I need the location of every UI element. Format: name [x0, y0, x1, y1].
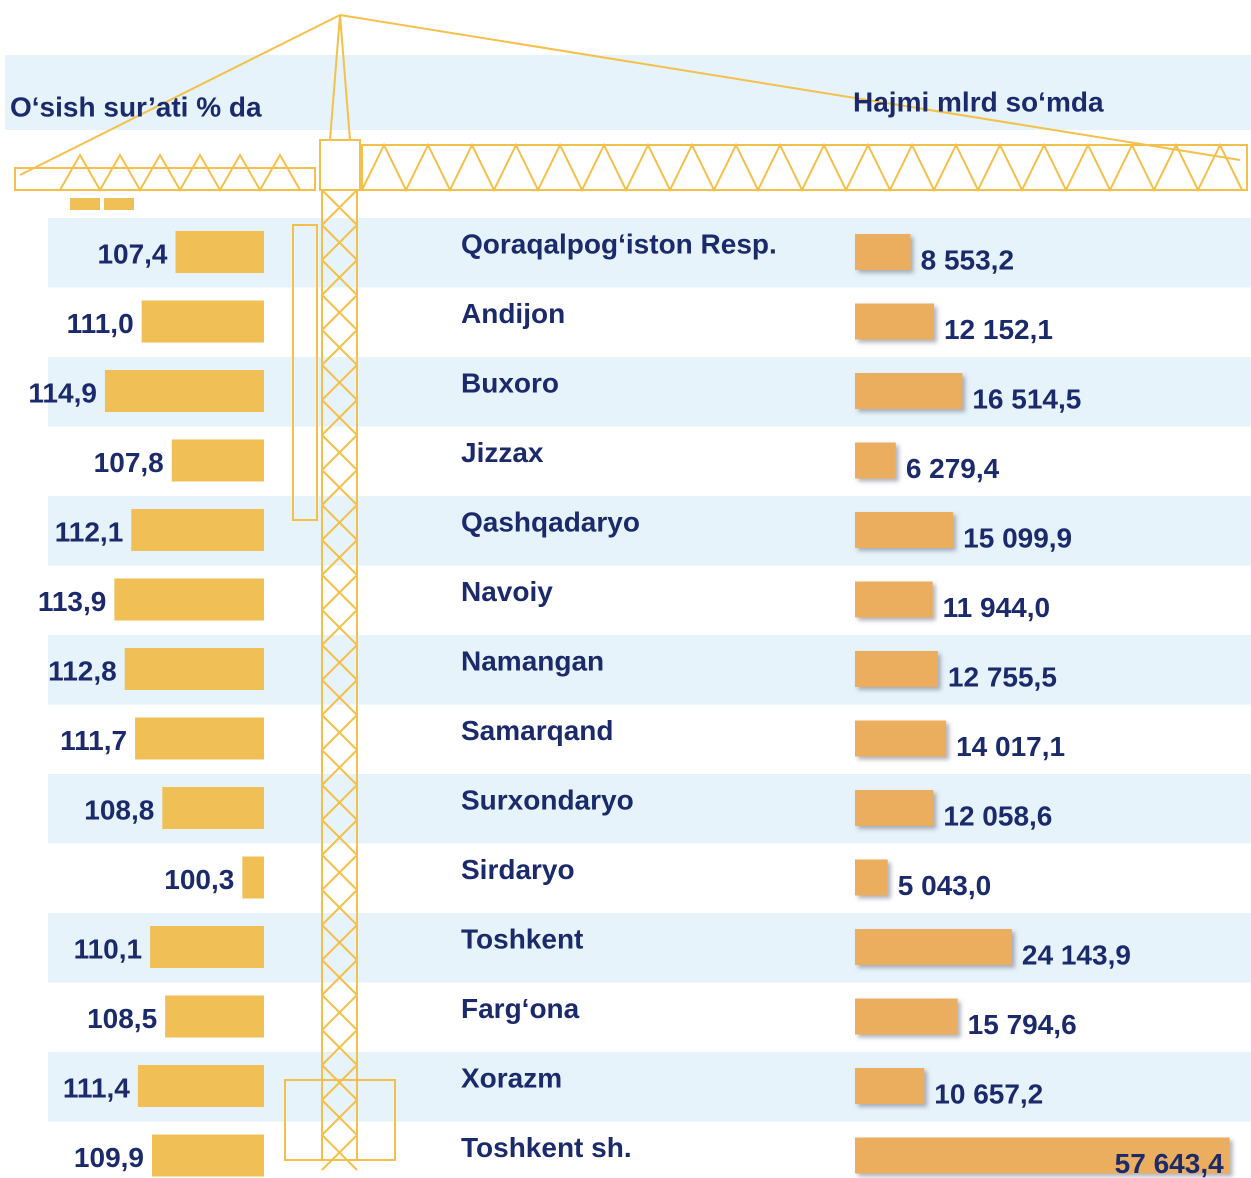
- left-title: O‘sish sur’ati % da: [10, 91, 262, 122]
- region-name: Jizzax: [461, 437, 544, 468]
- growth-bar: [165, 995, 264, 1038]
- header-band: [5, 55, 1251, 130]
- volume-bar: [855, 303, 934, 340]
- volume-bar: [855, 1068, 925, 1104]
- growth-bar: [141, 300, 264, 343]
- region-name: Farg‘ona: [461, 993, 580, 1024]
- volume-label: 8 553,2: [921, 244, 1014, 275]
- volume-label: 16 514,5: [972, 383, 1081, 414]
- volume-bar: [855, 442, 896, 479]
- region-name: Surxondaryo: [461, 784, 634, 815]
- growth-label: 111,7: [60, 725, 127, 756]
- growth-bar: [175, 231, 264, 273]
- volume-bar: [855, 512, 954, 548]
- volume-label: 24 143,9: [1022, 939, 1131, 970]
- growth-label: 100,3: [164, 864, 234, 895]
- volume-label: 5 043,0: [898, 870, 991, 901]
- growth-label: 109,9: [74, 1142, 144, 1173]
- volume-bar: [855, 1137, 1230, 1174]
- region-name: Navoiy: [461, 576, 553, 607]
- region-name: Toshkent sh.: [461, 1132, 632, 1163]
- growth-label: 107,4: [97, 238, 167, 269]
- volume-label: 12 152,1: [944, 314, 1053, 345]
- volume-label: 6 279,4: [906, 453, 1000, 484]
- volume-label: 10 657,2: [934, 1078, 1043, 1109]
- growth-label: 113,9: [38, 586, 107, 617]
- region-name: Samarqand: [461, 715, 614, 746]
- counterweight: [70, 198, 100, 210]
- region-name: Sirdaryo: [461, 854, 575, 885]
- growth-label: 112,8: [48, 655, 117, 686]
- growth-bar: [171, 439, 264, 482]
- growth-bar: [135, 717, 264, 760]
- volume-bar: [855, 998, 958, 1035]
- growth-bar: [162, 787, 264, 829]
- region-name: Andijon: [461, 298, 565, 329]
- volume-bar: [855, 581, 933, 618]
- growth-bar: [114, 578, 265, 621]
- growth-label: 108,5: [87, 1003, 157, 1034]
- growth-bar: [124, 648, 265, 690]
- growth-label: 111,4: [63, 1072, 130, 1103]
- growth-label: 110,1: [74, 933, 143, 964]
- growth-label: 107,8: [94, 447, 164, 478]
- volume-label: 15 794,6: [968, 1009, 1077, 1040]
- volume-label: 12 058,6: [943, 800, 1052, 831]
- region-name: Xorazm: [461, 1062, 562, 1093]
- region-name: Qoraqalpog‘iston Resp.: [461, 228, 777, 259]
- region-name: Toshkent: [461, 923, 583, 954]
- growth-bar: [137, 1065, 264, 1107]
- volume-label: 15 099,9: [963, 522, 1072, 553]
- growth-bar: [242, 856, 264, 899]
- right-title: Hajmi mlrd so‘mda: [853, 86, 1104, 117]
- volume-bar: [855, 929, 1012, 965]
- crane-illustration: [14, 14, 1248, 1171]
- volume-bar: [855, 373, 963, 409]
- growth-label: 111,0: [67, 308, 134, 339]
- region-name: Namangan: [461, 645, 604, 676]
- growth-bar: [150, 926, 264, 968]
- volume-bar: [855, 859, 888, 896]
- growth-bar: [104, 370, 264, 412]
- counterweight: [104, 198, 134, 210]
- growth-bar: [152, 1134, 264, 1177]
- volume-bar: [855, 651, 938, 687]
- region-name: Buxoro: [461, 367, 559, 398]
- growth-label: 108,8: [84, 794, 154, 825]
- volume-label: 14 017,1: [956, 731, 1065, 762]
- volume-label: 11 944,0: [943, 592, 1050, 623]
- region-name: Qashqadaryo: [461, 506, 640, 537]
- volume-bar: [855, 790, 934, 826]
- volume-label: 12 755,5: [948, 661, 1057, 692]
- growth-bar: [131, 509, 264, 551]
- volume-label: 57 643,4: [1115, 1148, 1224, 1178]
- volume-bar: [855, 234, 911, 270]
- volume-bar: [855, 720, 947, 757]
- growth-label: 114,9: [28, 377, 97, 408]
- growth-label: 112,1: [55, 516, 124, 547]
